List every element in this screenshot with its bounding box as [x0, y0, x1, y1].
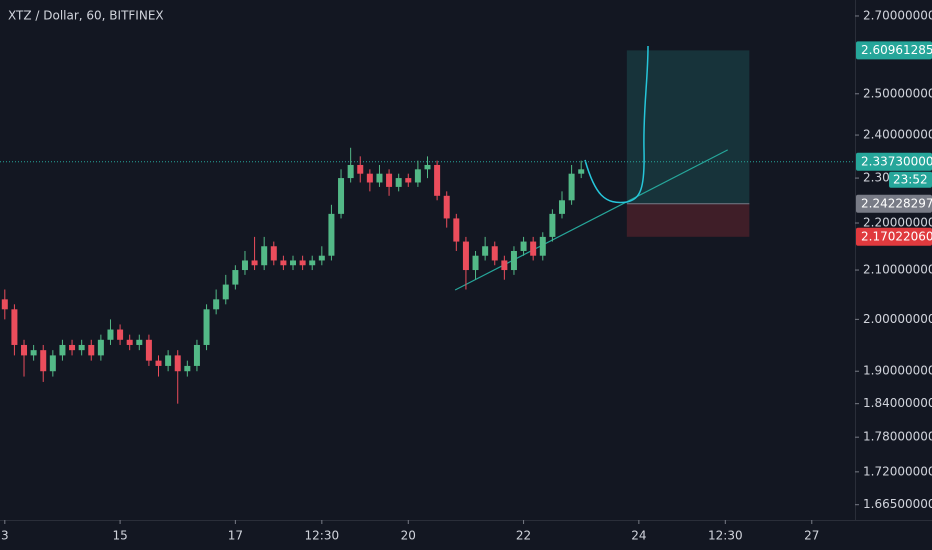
candle-body	[453, 218, 460, 242]
candle-body	[59, 344, 66, 356]
candle-body	[270, 246, 277, 261]
candle-body	[251, 260, 258, 266]
x-tick-label: 3	[1, 529, 9, 543]
candle-body	[184, 365, 191, 372]
candle-body	[539, 236, 546, 256]
y-tick-label: 1.84000000	[863, 396, 932, 410]
candle-body	[145, 339, 152, 361]
candle-body	[386, 173, 393, 187]
candle-body	[241, 260, 248, 271]
candle-body	[299, 260, 306, 266]
candle-body	[49, 355, 56, 372]
candle-body	[174, 355, 181, 372]
countdown-tag	[889, 171, 932, 188]
candle-body	[328, 213, 335, 256]
candle-body	[510, 250, 517, 271]
candle-body	[222, 284, 229, 300]
candle-body	[405, 178, 412, 183]
candle-body	[193, 344, 200, 366]
projection-curve	[584, 45, 649, 204]
y-tick-label: 1.90000000	[863, 364, 932, 378]
y-tick-label: 2.50000000	[863, 86, 932, 100]
candle-body	[261, 246, 268, 266]
candle-body	[136, 339, 143, 345]
candle-body	[21, 344, 28, 356]
x-tick-label: 27	[804, 529, 819, 543]
candle-body	[88, 344, 95, 356]
candle-body	[482, 246, 489, 256]
candle-body	[530, 241, 537, 256]
y-tick-label: 1.78000000	[863, 430, 932, 444]
x-tick-label: 17	[228, 529, 243, 543]
candle-body	[318, 255, 325, 261]
candle-body	[126, 339, 133, 345]
candle-body	[434, 164, 441, 196]
candle-body	[69, 344, 76, 351]
chart-title: XTZ / Dollar, 60, BITFINEX	[8, 9, 164, 23]
x-tick-label: 20	[401, 529, 416, 543]
candle-body	[1, 299, 8, 310]
y-tick-label: 2.00000000	[863, 312, 932, 326]
plot-area	[0, 45, 855, 404]
stop-tag	[856, 227, 932, 246]
candle-body	[501, 260, 508, 271]
target-tag	[856, 41, 932, 60]
candle-body	[165, 355, 172, 366]
profit-zone	[626, 50, 750, 204]
candle-body	[11, 309, 18, 345]
y-tick-label: 1.66500000	[863, 497, 932, 511]
candle-body	[366, 173, 373, 183]
x-tick-label: 24	[631, 529, 646, 543]
candle-body	[549, 213, 556, 237]
countdown-label: 23:52	[893, 172, 928, 186]
candle-body	[558, 200, 565, 214]
entry-tag	[856, 194, 932, 213]
candle-body	[338, 178, 345, 214]
y-tick-label: 2.20000000	[863, 216, 932, 230]
price-tag-label: 2.33730000	[861, 154, 932, 168]
loss-zone	[626, 203, 750, 237]
candle-body	[424, 164, 431, 170]
y-tick-label: 2.70000000	[863, 8, 932, 22]
candle-body	[395, 178, 402, 187]
entry-tag-label: 2.24228297	[861, 196, 932, 210]
candle-body	[213, 299, 220, 310]
candle-body	[462, 241, 469, 271]
x-tick-label: 12:30	[305, 529, 340, 543]
candle-body	[40, 350, 47, 372]
candle-body	[203, 309, 210, 345]
candle-body	[30, 350, 37, 356]
candle-body	[491, 246, 498, 261]
x-tick-label: 15	[112, 529, 127, 543]
x-tick-label: 12:30	[708, 529, 743, 543]
y-tick-label: 2.40000000	[863, 128, 932, 142]
x-tick-label: 22	[516, 529, 531, 543]
y-tick-label: 2.10000000	[863, 263, 932, 277]
trend-line	[454, 149, 728, 291]
candle-body	[78, 344, 85, 351]
candle-body	[376, 173, 383, 183]
target-tag-label: 2.60961285	[861, 43, 932, 57]
candle-body	[472, 255, 479, 271]
y-tick-label: 1.72000000	[863, 464, 932, 478]
candle-body	[414, 169, 421, 183]
candle-body	[347, 164, 354, 179]
candle-body	[232, 270, 239, 285]
candle-body	[280, 260, 287, 266]
candle-body	[97, 339, 104, 356]
stop-tag-label: 2.17022060	[861, 229, 932, 243]
candle-body	[155, 360, 162, 366]
price-tag	[856, 152, 932, 171]
candle-body	[357, 164, 364, 174]
candle-body	[117, 329, 124, 340]
candle-body	[520, 241, 527, 251]
candle-body	[107, 329, 114, 340]
candle-body	[290, 260, 297, 266]
candle-body	[578, 169, 585, 174]
candle-body	[568, 173, 575, 201]
candle-body	[309, 260, 316, 266]
candle-body	[443, 195, 450, 219]
